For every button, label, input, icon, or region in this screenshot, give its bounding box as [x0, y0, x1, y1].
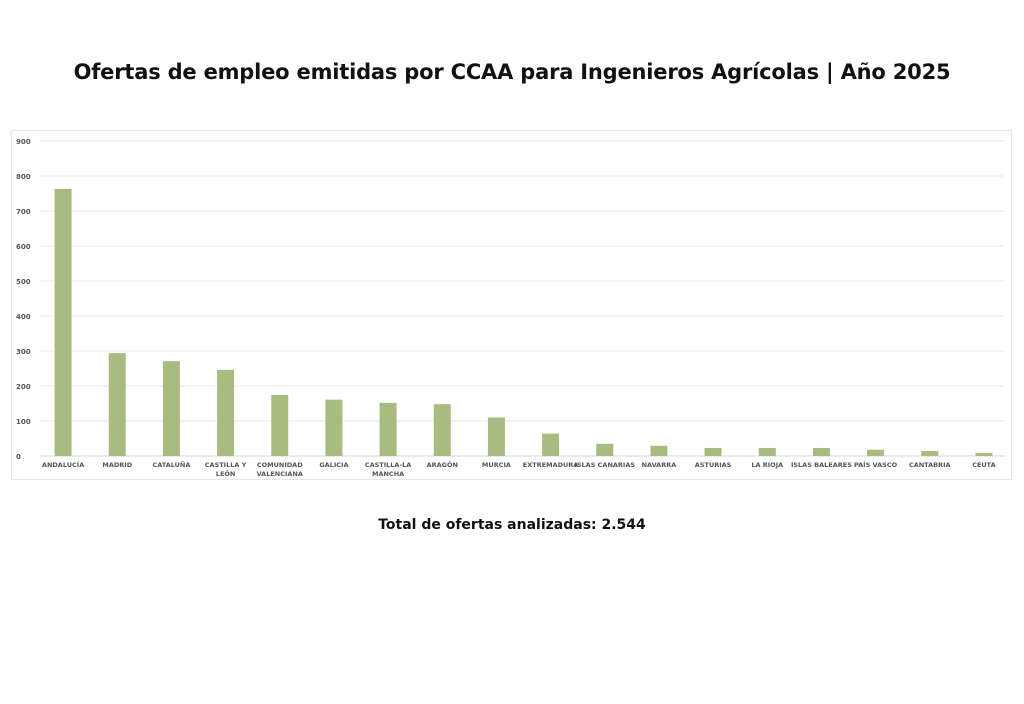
x-tick-label-line: CANTABRIA	[909, 461, 951, 469]
y-tick-label: 300	[16, 348, 31, 356]
y-tick-label: 800	[16, 173, 31, 181]
bar	[108, 353, 126, 456]
x-tick-label-line: ARAGÓN	[427, 460, 458, 469]
x-tick-label: MADRID	[102, 461, 132, 469]
y-tick-label: 200	[16, 383, 31, 391]
x-tick-label: GALICIA	[319, 461, 348, 469]
x-tick-label-line: ANDALUCÍA	[42, 460, 84, 469]
y-tick-label: 100	[16, 418, 31, 426]
x-tick-label: LA RIOJA	[751, 461, 783, 469]
bar	[379, 402, 397, 456]
bar	[596, 443, 614, 456]
bar	[487, 417, 505, 456]
y-tick-label: 400	[16, 313, 31, 321]
x-tick-label-line: CASTILLA Y	[205, 461, 247, 469]
x-tick-label: EXTREMADURA	[523, 461, 579, 469]
bar	[54, 188, 72, 456]
x-tick-label-line: ISLAS BALEARES	[791, 461, 852, 469]
bar	[975, 452, 993, 456]
y-tick-label: 600	[16, 243, 31, 251]
bar	[162, 361, 180, 456]
x-tick-label: ISLAS BALEARES	[791, 461, 852, 469]
x-tick-label: COMUNIDAD VALENCIANA	[257, 461, 304, 478]
bar	[542, 433, 560, 456]
x-tick-label-line: EXTREMADURA	[523, 461, 579, 469]
bar	[704, 447, 722, 456]
chart-area: 0 100 200 300 400 500 600 700 800 900 ANDALUCÍA MAD…	[11, 130, 1012, 480]
bar	[867, 449, 885, 456]
x-tick-label-line: MADRID	[102, 461, 132, 469]
x-tick-label-line: CEUTA	[972, 461, 995, 469]
x-tick-label-line: NAVARRA	[642, 461, 677, 469]
x-tick-label: PAÍS VASCO	[854, 460, 898, 469]
bar	[758, 447, 776, 456]
x-tick-label-line: LA RIOJA	[751, 461, 783, 469]
bar	[921, 451, 939, 456]
y-tick-label: 900	[16, 138, 31, 146]
bar	[271, 395, 289, 456]
x-tick-label-line: CATALUÑA	[152, 460, 190, 469]
x-tick-label-line: COMUNIDAD	[257, 461, 303, 469]
total-offers-text: Total de ofertas analizadas: 2.544	[378, 517, 646, 533]
x-tick-label-line: MURCIA	[482, 461, 511, 469]
x-tick-label: CATALUÑA	[152, 460, 190, 469]
x-tick-label: CEUTA	[972, 461, 995, 469]
x-tick-label: CASTILLA-LA MANCHA	[365, 461, 412, 478]
bar	[325, 399, 343, 456]
x-tick-label: ISLAS CANARIAS	[574, 461, 635, 469]
bar	[812, 447, 830, 456]
x-tick-label-line: VALENCIANA	[257, 470, 303, 478]
x-tick-label-line: ASTURIAS	[695, 461, 732, 469]
x-tick-label: ANDALUCÍA	[42, 460, 84, 469]
x-tick-label-line: MANCHA	[372, 470, 404, 478]
bar-chart: 0 100 200 300 400 500 600 700 800 900 ANDALUCÍA MAD…	[16, 138, 1005, 478]
x-tick-label: ARAGÓN	[427, 460, 458, 469]
x-tick-label-line: LEÓN	[216, 469, 236, 478]
x-tick-label-line: PAÍS VASCO	[854, 460, 898, 469]
chart-title: Ofertas de empleo emitidas por CCAA para…	[73, 60, 951, 84]
bar	[650, 445, 668, 456]
x-tick-label: MURCIA	[482, 461, 511, 469]
x-tick-label-line: CASTILLA-LA	[365, 461, 412, 469]
x-tick-label: CASTILLA Y LEÓN	[205, 461, 247, 478]
bar	[217, 369, 235, 456]
y-tick-label: 0	[16, 453, 21, 461]
bar	[433, 404, 451, 456]
x-tick-label: ASTURIAS	[695, 461, 732, 469]
x-tick-label-line: GALICIA	[319, 461, 348, 469]
x-tick-label-line: ISLAS CANARIAS	[574, 461, 635, 469]
y-tick-label: 700	[16, 208, 31, 216]
x-tick-label: NAVARRA	[642, 461, 677, 469]
x-tick-label: CANTABRIA	[909, 461, 951, 469]
y-tick-label: 500	[16, 278, 31, 286]
